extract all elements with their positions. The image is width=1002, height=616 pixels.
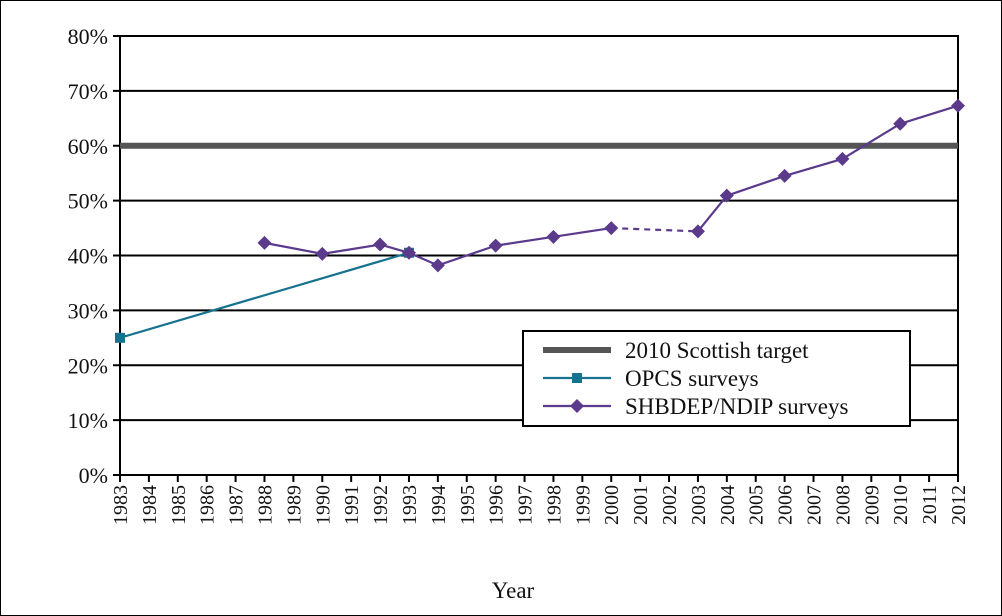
series-1-point bbox=[315, 246, 330, 261]
series-0-point bbox=[115, 332, 125, 343]
x-tick-label: 2006 bbox=[775, 485, 797, 525]
series-1-point bbox=[893, 116, 908, 131]
series-1-segment bbox=[697, 194, 728, 233]
legend-marker bbox=[572, 373, 582, 383]
legend-label: SHBDEP/NDIP surveys bbox=[625, 394, 848, 419]
legend: 2010 Scottish target OPCS surveys SHBDEP/N… bbox=[522, 330, 911, 427]
series-1-point bbox=[777, 168, 792, 183]
legend-marker bbox=[570, 399, 584, 413]
x-tick-label: 2010 bbox=[890, 485, 912, 525]
x-tick-label: 1983 bbox=[110, 485, 132, 525]
y-tick-label: 10% bbox=[68, 408, 108, 433]
series-0-segment bbox=[119, 251, 410, 339]
y-tick-label: 40% bbox=[68, 244, 108, 269]
series-1-segment bbox=[899, 104, 959, 125]
x-tick-label: 1990 bbox=[312, 485, 334, 525]
series-1-point bbox=[257, 235, 272, 250]
series-1-point bbox=[430, 258, 445, 273]
series-1-point bbox=[488, 238, 503, 253]
x-tick-label: 2002 bbox=[659, 485, 681, 525]
series-1-segment bbox=[437, 244, 497, 267]
y-tick-label: 70% bbox=[68, 79, 108, 104]
series-1-point bbox=[604, 221, 619, 236]
y-tick-label: 0% bbox=[79, 463, 108, 488]
x-tick-label: 2012 bbox=[948, 485, 970, 525]
x-tick-label: 1986 bbox=[197, 485, 219, 525]
y-tick-label: 80% bbox=[68, 24, 108, 49]
y-tick-label: 60% bbox=[68, 134, 108, 159]
series-1-segment bbox=[784, 157, 843, 177]
x-tick-label: 2001 bbox=[630, 485, 652, 525]
x-tick-label: 1996 bbox=[486, 485, 508, 525]
y-tick-label: 30% bbox=[68, 298, 108, 323]
series-1-point bbox=[373, 237, 388, 252]
legend-label: 2010 Scottish target bbox=[625, 338, 809, 363]
x-tick-label: 2011 bbox=[919, 485, 941, 524]
x-tick-label: 1985 bbox=[168, 485, 190, 525]
series-1-segment bbox=[553, 226, 612, 238]
legend-label: OPCS surveys bbox=[625, 366, 759, 391]
series-1-point bbox=[690, 224, 705, 239]
x-tick-label: 2005 bbox=[746, 485, 768, 525]
x-tick-label: 1992 bbox=[370, 485, 392, 525]
x-tick-label: 2000 bbox=[601, 485, 623, 525]
series-1-point bbox=[719, 188, 734, 203]
series-1-segment bbox=[322, 243, 381, 255]
x-tick-label: 2007 bbox=[804, 485, 826, 525]
series-1-segment bbox=[611, 226, 698, 233]
x-tick-label: 2003 bbox=[688, 485, 710, 525]
x-tick-label: 1994 bbox=[428, 485, 450, 525]
x-tick-label: 2009 bbox=[861, 485, 883, 525]
x-tick-label: 1999 bbox=[572, 485, 594, 525]
series-1-point bbox=[835, 151, 850, 166]
y-tick-label: 50% bbox=[68, 189, 108, 214]
x-tick-label: 1997 bbox=[515, 485, 537, 525]
x-tick-label: 2004 bbox=[717, 485, 739, 525]
y-tick-label: 20% bbox=[68, 353, 108, 378]
series-1-point bbox=[546, 229, 561, 244]
x-tick-label: 2008 bbox=[832, 485, 854, 525]
x-tick-label: 1988 bbox=[254, 485, 276, 525]
x-tick-label: 1987 bbox=[226, 485, 248, 525]
x-tick-label: 1993 bbox=[399, 485, 421, 525]
series-1-point bbox=[951, 98, 965, 113]
x-tick-label: 1984 bbox=[139, 485, 161, 525]
series-1-segment bbox=[264, 241, 323, 255]
x-tick-label: 1991 bbox=[341, 485, 363, 525]
series-1-point bbox=[401, 245, 416, 260]
x-axis-title: Year bbox=[492, 578, 535, 603]
x-tick-label: 1995 bbox=[457, 485, 479, 525]
series-1-segment bbox=[841, 122, 901, 160]
series-1-segment bbox=[495, 235, 554, 247]
x-tick-label: 1998 bbox=[543, 485, 565, 525]
x-tick-label: 1989 bbox=[283, 485, 305, 525]
series-1-segment bbox=[726, 174, 785, 197]
